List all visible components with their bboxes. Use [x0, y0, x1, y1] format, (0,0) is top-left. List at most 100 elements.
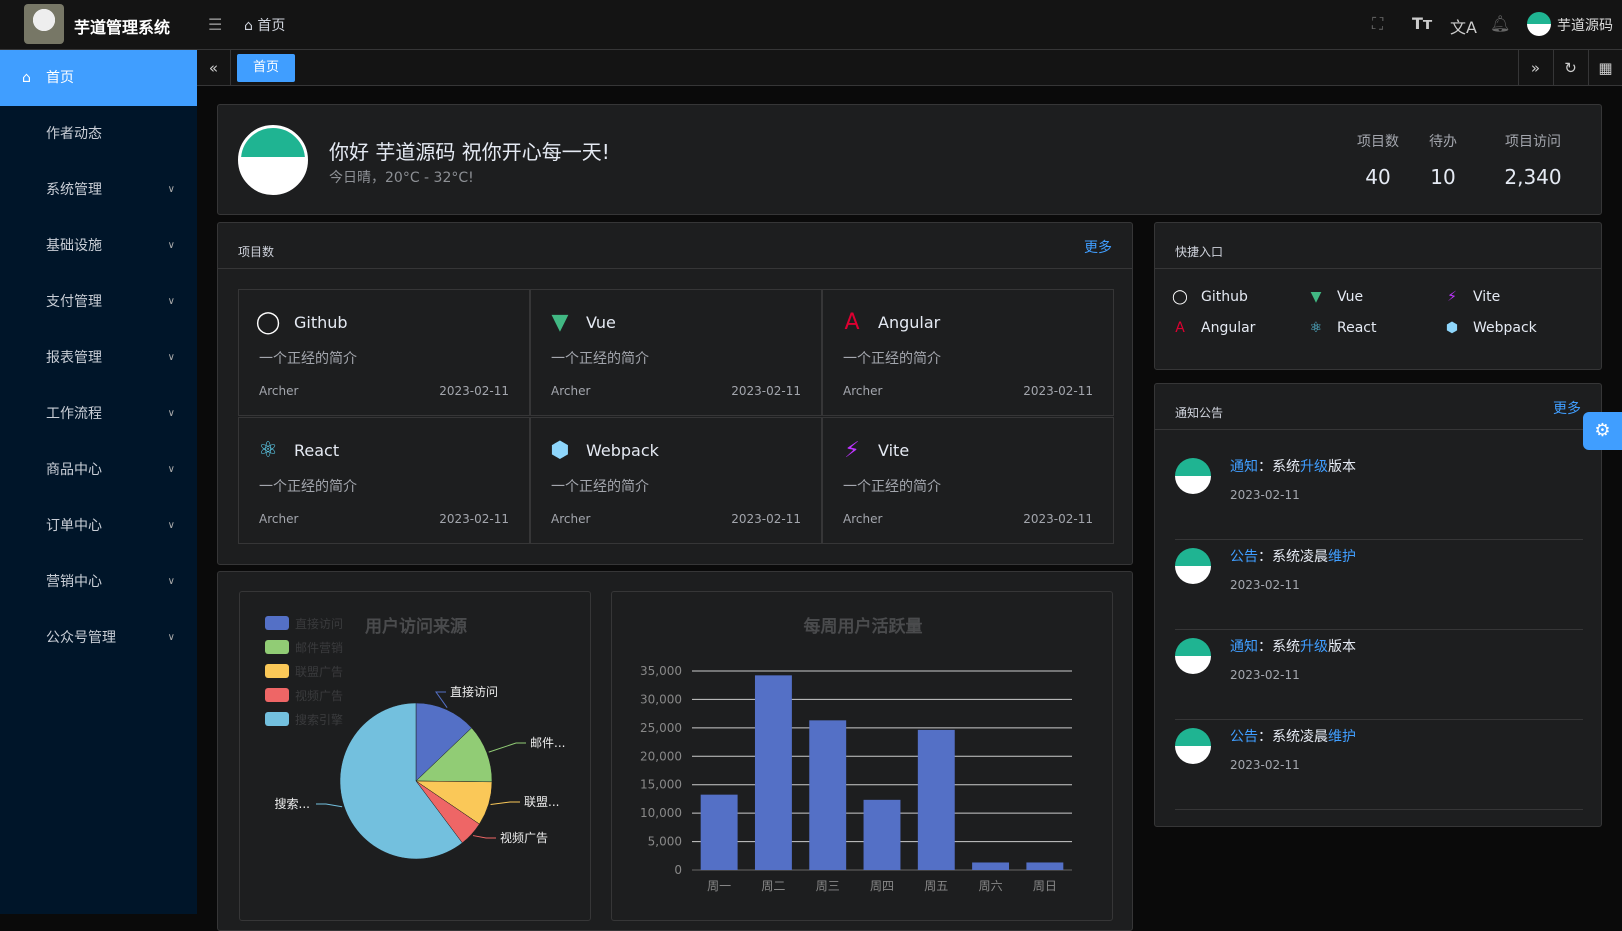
notice-avatar	[1175, 728, 1211, 764]
sidebar-item[interactable]: 报表管理 ∨	[0, 330, 197, 386]
quick-entry-label: Vite	[1473, 289, 1501, 305]
translate-icon[interactable]: 文A	[1450, 18, 1477, 37]
notice-item[interactable]: 通知：系统升级版本 2023-02-11	[1175, 450, 1583, 540]
sidebar-item[interactable]: 订单中心 ∨	[0, 498, 197, 554]
notice-item[interactable]: 公告：系统凌晨维护 2023-02-11	[1175, 720, 1583, 810]
sidebar-item-label: 商品中心	[46, 462, 102, 478]
project-date: 2023-02-11	[1023, 512, 1093, 526]
settings-gear-icon[interactable]: ⚙	[1583, 412, 1622, 450]
bell-icon[interactable]: 🔔︎	[1490, 14, 1511, 33]
project-desc: 一个正经的简介	[259, 479, 357, 495]
notice-avatar	[1175, 638, 1211, 674]
y-tick-label: 10,000	[640, 806, 682, 820]
chevron-down-icon: ∨	[167, 240, 175, 251]
scroll-right-icon[interactable]: »	[1518, 50, 1552, 86]
stat-visits: 项目访问 2,340	[1504, 134, 1562, 189]
bar	[754, 675, 792, 870]
x-tick-label: 周四	[870, 879, 894, 893]
chevron-down-icon: ∨	[167, 352, 175, 363]
legend-label: 视频广告	[295, 688, 343, 703]
user-name[interactable]: 芋道源码	[1557, 18, 1613, 34]
project-name: React	[294, 441, 340, 460]
refresh-icon[interactable]: ↻	[1553, 50, 1587, 86]
project-item[interactable]: A Angular 一个正经的简介 Archer 2023-02-11	[822, 289, 1114, 416]
sidebar-item[interactable]: 系统管理 ∨	[0, 162, 197, 218]
sidebar-item[interactable]: 支付管理 ∨	[0, 274, 197, 330]
grid-menu-icon[interactable]: ▦	[1588, 50, 1622, 86]
chevron-down-icon: ∨	[167, 576, 175, 587]
tabs-bar: « 首页 » ↻ ▦	[197, 50, 1622, 86]
project-item[interactable]: ◯ Github 一个正经的简介 Archer 2023-02-11	[238, 289, 530, 416]
y-tick-label: 5,000	[648, 835, 682, 849]
project-date: 2023-02-11	[439, 384, 509, 398]
sidebar-item[interactable]: 商品中心 ∨	[0, 442, 197, 498]
notice-highlight: 维护	[1328, 549, 1356, 565]
project-desc: 一个正经的简介	[843, 351, 941, 367]
notice-avatar	[1175, 458, 1211, 494]
breadcrumb-item: 首页	[257, 18, 286, 34]
sidebar-item[interactable]: 营销中心 ∨	[0, 554, 197, 610]
main-content: 你好 芋道源码 祝你开心每一天! 今日晴，20°C - 32°C! 项目数 40 …	[197, 86, 1622, 931]
project-name: Vue	[586, 313, 616, 332]
quick-entry-item[interactable]: ◯ Github	[1169, 289, 1248, 305]
sidebar-item[interactable]: 公众号管理 ∨	[0, 610, 197, 666]
notice-item[interactable]: 通知：系统升级版本 2023-02-11	[1175, 630, 1583, 720]
bar-chart: 每周用户活跃量 0 5,000 10,000 15,000 20,000 25,000 30,…	[640, 616, 1072, 893]
notice-title: 通知公告	[1175, 406, 1224, 420]
pie-slice	[415, 727, 493, 783]
project-item[interactable]: ⚛ React 一个正经的简介 Archer 2023-02-11	[238, 417, 530, 544]
home-icon: ⌂	[244, 18, 258, 34]
vite-icon: ⚡	[1447, 289, 1457, 305]
notice-text: 系统	[1272, 639, 1300, 655]
pie-label-line	[488, 742, 526, 753]
notice-card: 通知公告 更多 通知：系统升级版本 2023-02-11 公告：系统凌晨维护 2023-…	[1154, 383, 1602, 827]
project-item[interactable]: ⬢ Webpack 一个正经的简介 Archer 2023-02-11	[530, 417, 822, 544]
project-item[interactable]: ▼ Vue 一个正经的简介 Archer 2023-02-11	[530, 289, 822, 416]
notice-text: 系统凌晨	[1272, 549, 1328, 565]
greeting: 你好 芋道源码 祝你开心每一天!	[329, 140, 610, 164]
quick-entry-card: 快捷入口 ◯ Github ▼ Vue ⚡ Vite A Angular ⚛ React ⬢ Webp…	[1154, 222, 1602, 370]
chevron-down-icon: ∨	[167, 184, 175, 195]
notice-item[interactable]: 公告：系统凌晨维护 2023-02-11	[1175, 540, 1583, 630]
quick-entry-item[interactable]: ⚛ React	[1305, 320, 1377, 336]
sidebar-item[interactable]: 基础设施 ∨	[0, 218, 197, 274]
project-item[interactable]: ⚡ Vite 一个正经的简介 Archer 2023-02-11	[822, 417, 1114, 544]
quick-entry-item[interactable]: ⚡ Vite	[1441, 289, 1500, 305]
pie-title: 用户访问来源	[365, 616, 467, 637]
x-tick-label: 周日	[1033, 879, 1057, 893]
fullscreen-icon[interactable]: ⛶	[1372, 14, 1384, 33]
breadcrumb[interactable]: ⌂ 首页	[244, 15, 285, 35]
bar	[700, 794, 738, 870]
pie-label-line	[472, 835, 496, 839]
quick-entry-item[interactable]: A Angular	[1169, 320, 1255, 336]
x-tick-label: 周二	[761, 879, 785, 893]
sidebar-item[interactable]: 作者动态	[0, 106, 197, 162]
tab-home[interactable]: 首页	[237, 54, 296, 82]
project-name: Webpack	[586, 441, 659, 460]
project-date: 2023-02-11	[1023, 384, 1093, 398]
notice-type: 公告	[1230, 729, 1258, 745]
sidebar-item-label: 工作流程	[46, 406, 102, 422]
projects-more-link[interactable]: 更多	[1084, 240, 1112, 256]
project-author: Archer	[259, 384, 299, 398]
sidebar-item[interactable]: 工作流程 ∨	[0, 386, 197, 442]
vue-icon: ▼	[1310, 289, 1322, 305]
github-icon: ◯	[255, 310, 281, 335]
vue-icon: ▼	[551, 310, 569, 335]
project-author: Archer	[843, 512, 883, 526]
notice-date: 2023-02-11	[1230, 758, 1300, 772]
avatar[interactable]	[1527, 12, 1551, 36]
x-tick-label: 周五	[924, 879, 948, 893]
notice-text-end: 版本	[1328, 459, 1356, 475]
notice-text: 系统	[1272, 459, 1300, 475]
legend-swatch	[265, 640, 289, 654]
menu-toggle-icon[interactable]: ☰	[208, 15, 223, 34]
y-tick-label: 25,000	[640, 721, 682, 735]
quick-entry-item[interactable]: ⬢ Webpack	[1441, 320, 1537, 336]
webpack-icon: ⬢	[1445, 320, 1459, 336]
notice-more-link[interactable]: 更多	[1553, 401, 1581, 417]
quick-entry-item[interactable]: ▼ Vue	[1305, 289, 1364, 305]
scroll-left-icon[interactable]: «	[197, 50, 231, 86]
sidebar-item[interactable]: ⌂ 首页	[0, 50, 197, 106]
font-size-icon[interactable]: Tт	[1412, 14, 1433, 33]
